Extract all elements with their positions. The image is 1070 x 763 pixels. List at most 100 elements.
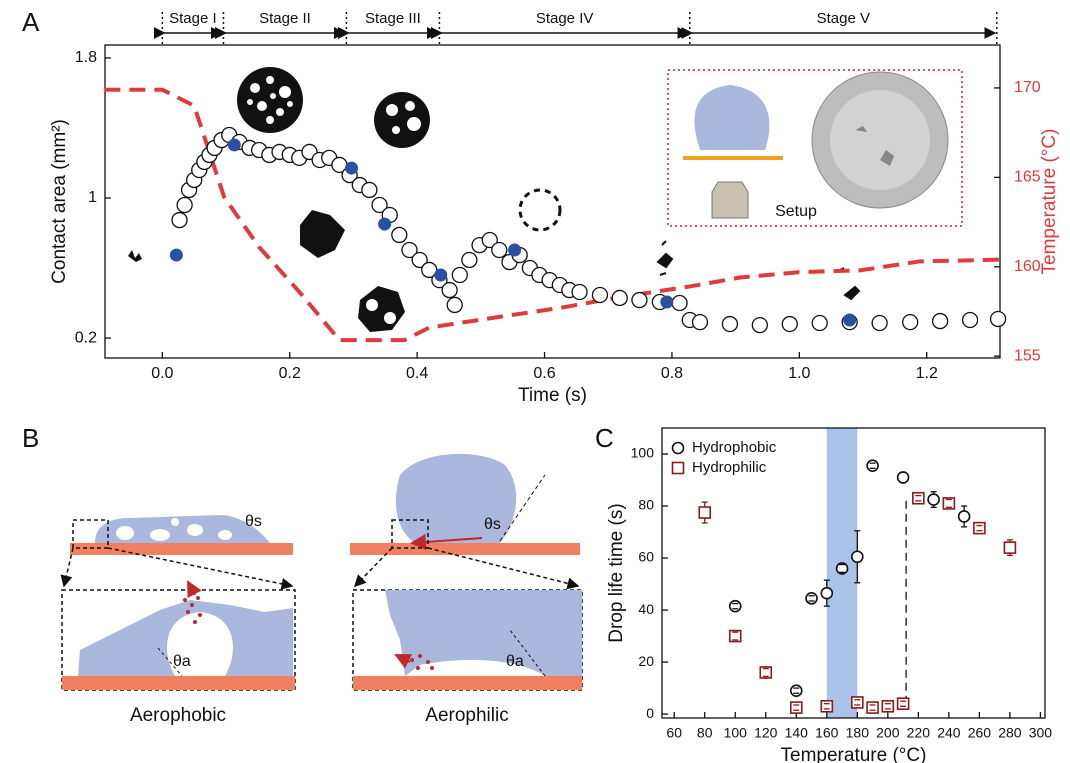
y-tick-label: 1.8 [75,49,97,66]
data-point [592,287,607,302]
stage-label: Stage I [169,10,217,27]
marker [852,551,863,562]
y-tick-label: 0.2 [75,329,97,346]
angle-label: θs [245,513,262,530]
x-tick-label: 160 [815,725,839,741]
caption: Aerophobic [130,705,226,726]
highlighted-point [434,269,447,282]
panel-label: B [22,423,39,453]
y2-tick-label: 160 [1014,258,1041,275]
x-tick-label: 140 [785,725,809,741]
panel-label: C [595,423,614,453]
data-point [172,213,187,228]
data-point [963,313,978,328]
marker [867,460,878,471]
x-tick-label: 0.4 [406,365,428,382]
stage-label: Stage III [365,10,421,27]
x-tick-label: 1.2 [916,365,938,382]
data-point [872,315,887,330]
x-tick-label: 240 [937,725,961,741]
y-tick-label: 20 [638,653,654,669]
marker [730,601,741,612]
stage-label: Stage II [259,10,311,27]
data-point [452,268,467,283]
data-point [442,283,457,298]
legend-marker [673,443,684,454]
stage-label: Stage IV [536,10,594,27]
y-axis-label: Contact area (mm²) [49,119,70,284]
x-tick-label: 220 [907,725,931,741]
highlighted-point [660,295,673,308]
y-tick-label: 100 [631,445,655,461]
y2-tick-label: 170 [1014,79,1041,96]
highlighted-point [508,243,521,256]
angle-label: θs [484,516,501,533]
data-point [933,314,948,329]
x-tick-label: 0.0 [151,365,173,382]
marker [821,701,832,712]
data-point [991,311,1006,326]
x-tick-label: 1.0 [788,365,810,382]
data-point [782,317,797,332]
data-point [177,198,192,213]
data-point [812,315,827,330]
y-tick-label: 80 [638,497,654,513]
x-tick-label: 60 [666,725,682,741]
inset-label: Setup [775,203,817,220]
x-axis-label: Temperature (°C) [781,745,927,763]
x-tick-label: 180 [846,725,870,741]
x-tick-label: 80 [697,725,713,741]
schematic [62,454,582,690]
y2-tick-label: 155 [1014,347,1041,364]
y-tick-label: 40 [638,601,654,617]
x-tick-label: 200 [876,725,900,741]
legend-label: Hydrophobic [692,439,777,456]
marker [928,494,939,505]
x-tick-label: 300 [1029,725,1053,741]
data-point [903,315,918,330]
marker [898,472,909,483]
x-axis-label: Time (s) [518,385,587,406]
marker [699,507,710,518]
x-tick-label: 100 [724,725,748,741]
x-tick-label: 280 [998,725,1022,741]
highlighted-point [843,314,856,327]
data-point [722,317,737,332]
highlighted-point [345,162,358,175]
angle-label: θa [506,653,524,670]
data-point [492,242,507,257]
marker [852,697,863,708]
data-point [632,293,647,308]
highlighted-point [228,138,241,151]
data-point [392,227,407,242]
stage-label: Stage V [817,10,870,27]
marker [898,698,909,709]
data-point [692,315,707,330]
x-tick-label: 0.8 [661,365,683,382]
figure: A B C Setup [0,0,1070,763]
legend-marker [673,463,684,474]
data-point [447,297,462,312]
marker [1004,542,1015,553]
marker [882,701,893,712]
y-tick-label: 60 [638,549,654,565]
marker [791,702,802,713]
angle-label: θa [173,653,191,670]
marker [867,702,878,713]
x-tick-label: 0.6 [533,365,555,382]
marker [959,511,970,522]
legend-label: Hydrophilic [692,459,767,476]
x-tick-label: 120 [754,725,778,741]
y2-tick-label: 165 [1014,169,1041,186]
y-tick-label: 0 [646,705,654,721]
setup-inset: Setup [668,70,962,226]
marker [806,593,817,604]
panel-label: A [22,7,40,37]
highlighted-point [378,218,391,231]
data-point [462,252,477,267]
data-point [572,285,587,300]
data-point [362,182,377,197]
x-tick-label: 260 [968,725,992,741]
marker [821,588,832,599]
y-axis-label: Drop life time (s) [606,503,627,642]
